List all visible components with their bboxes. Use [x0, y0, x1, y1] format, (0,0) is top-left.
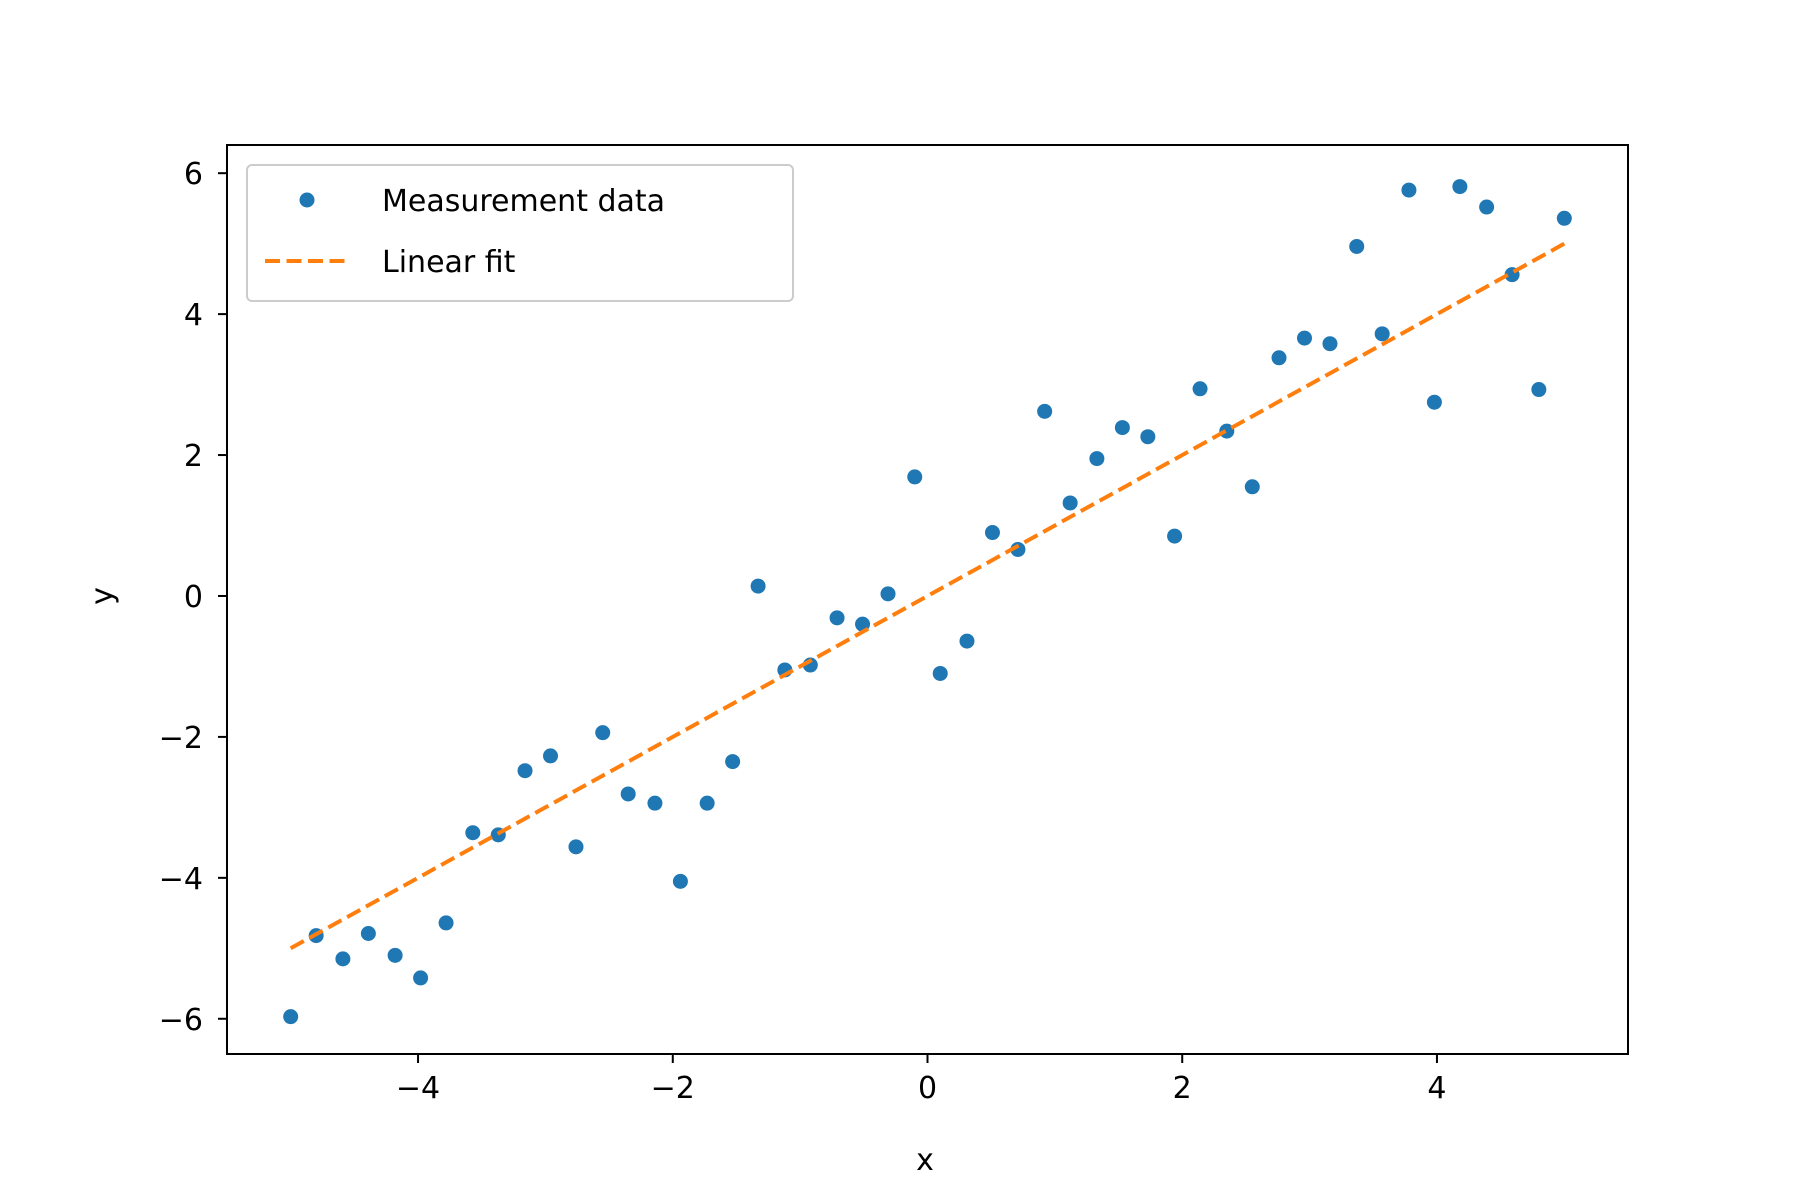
- y-tick-label: 6: [184, 157, 203, 192]
- data-point: [283, 1009, 299, 1025]
- data-point: [1192, 381, 1208, 397]
- y-tick-label: 2: [184, 439, 203, 474]
- data-point: [1531, 382, 1547, 398]
- data-point: [1322, 336, 1338, 352]
- legend-box: [246, 164, 794, 302]
- data-point: [1271, 350, 1287, 366]
- data-point: [725, 754, 741, 770]
- fit-line: [289, 241, 1566, 951]
- data-point: [699, 795, 715, 811]
- x-tick-label: −4: [396, 1071, 440, 1106]
- x-tick-label: −2: [651, 1071, 695, 1106]
- data-point: [932, 665, 948, 681]
- data-point: [387, 947, 403, 963]
- data-point: [595, 725, 611, 741]
- data-point: [1114, 420, 1130, 436]
- data-point: [1219, 423, 1235, 439]
- y-tick-label: −2: [159, 721, 203, 756]
- data-point: [647, 795, 663, 811]
- data-point: [1297, 330, 1312, 346]
- data-point: [1479, 199, 1495, 215]
- legend-label: Measurement data: [382, 184, 665, 219]
- data-point: [620, 786, 636, 802]
- y-tick-label: −6: [159, 1003, 203, 1038]
- y-axis-label: y: [85, 587, 120, 605]
- data-point: [1244, 479, 1260, 495]
- data-point: [750, 578, 766, 594]
- data-point: [1167, 528, 1183, 544]
- data-point: [984, 525, 1000, 541]
- data-point: [1556, 210, 1572, 226]
- x-tick-label: 4: [1427, 1071, 1446, 1106]
- data-point: [543, 748, 558, 764]
- axes: −4 −2 0 2 4 −6 −4 −2 0 2 4 6: [159, 144, 1629, 1106]
- plot-marks: [283, 179, 1572, 1025]
- data-point: [517, 763, 533, 779]
- data-point: [413, 970, 429, 986]
- data-point: [465, 825, 481, 841]
- data-point: [335, 951, 351, 967]
- data-point: [360, 926, 376, 941]
- data-point: [907, 469, 923, 485]
- data-point: [1452, 179, 1468, 195]
- data-point: [438, 915, 454, 931]
- data-point: [1037, 403, 1053, 419]
- data-point: [1062, 495, 1078, 511]
- x-axis-label: x: [916, 1143, 934, 1178]
- data-point: [1401, 182, 1417, 198]
- data-point: [1426, 394, 1442, 410]
- data-point: [1374, 326, 1390, 342]
- legend-label: Linear fit: [382, 245, 516, 280]
- data-point: [1089, 451, 1105, 467]
- x-tick-label: 0: [918, 1071, 937, 1106]
- data-point: [880, 586, 896, 602]
- y-tick-label: −4: [159, 862, 203, 897]
- legend: Measurement data Linear fit: [246, 164, 794, 302]
- data-point: [1140, 429, 1156, 445]
- y-tick-label: 0: [184, 580, 203, 615]
- data-point: [672, 873, 688, 889]
- legend-marker-swatch: [299, 192, 315, 208]
- data-point: [1010, 541, 1026, 557]
- y-tick-label: 4: [184, 298, 203, 333]
- x-tick-label: 2: [1173, 1071, 1192, 1106]
- data-point: [959, 633, 975, 649]
- data-point: [1349, 238, 1365, 254]
- data-point: [829, 610, 845, 626]
- data-point: [568, 839, 584, 855]
